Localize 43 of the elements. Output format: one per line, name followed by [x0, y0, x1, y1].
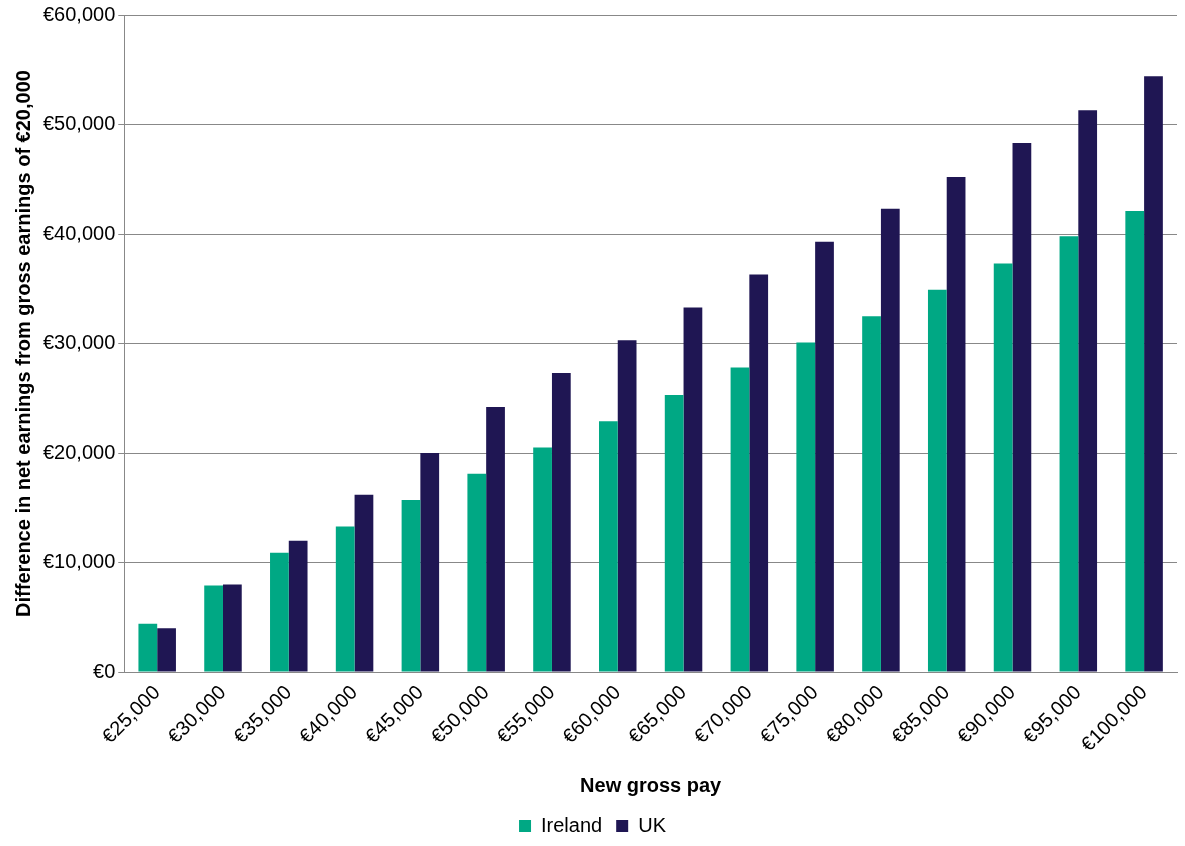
bar	[467, 473, 487, 672]
bar	[533, 447, 552, 672]
bar	[401, 500, 421, 672]
bar	[335, 526, 355, 672]
bar	[486, 407, 505, 672]
bar	[683, 307, 703, 672]
bar	[354, 494, 374, 672]
bar	[749, 274, 769, 672]
bar	[420, 453, 440, 672]
bar	[617, 340, 637, 672]
bar	[862, 316, 881, 672]
bar	[1012, 143, 1032, 672]
bar	[270, 552, 289, 672]
y-tick-label: €0	[93, 659, 116, 682]
bar	[204, 585, 223, 672]
bar	[730, 367, 750, 672]
y-tick-label: €20,000	[43, 440, 116, 463]
bar	[993, 263, 1013, 672]
legend-label: Ireland	[541, 813, 603, 836]
bar	[1125, 211, 1145, 672]
bar	[222, 584, 242, 672]
bar	[796, 342, 816, 672]
bar	[1059, 236, 1079, 672]
bar	[138, 623, 158, 672]
bar	[946, 177, 966, 672]
bar	[815, 241, 834, 672]
bar	[288, 540, 308, 672]
bar	[880, 208, 900, 672]
bar	[157, 628, 176, 672]
bar	[599, 421, 618, 672]
bar	[1078, 110, 1098, 672]
y-tick-label: €60,000	[43, 2, 116, 25]
y-axis-title: Difference in net earnings from gross earnings of €20,000	[11, 70, 34, 617]
legend-label: UK	[638, 813, 667, 836]
x-axis-title: New gross pay	[580, 773, 723, 796]
bar	[664, 394, 684, 672]
y-tick-label: €30,000	[43, 331, 116, 354]
bar	[1144, 76, 1163, 672]
y-tick-label: €40,000	[43, 221, 116, 244]
y-tick-label: €10,000	[43, 550, 116, 573]
y-tick-label: €50,000	[43, 112, 116, 135]
bar	[551, 373, 571, 672]
bar	[927, 289, 947, 672]
